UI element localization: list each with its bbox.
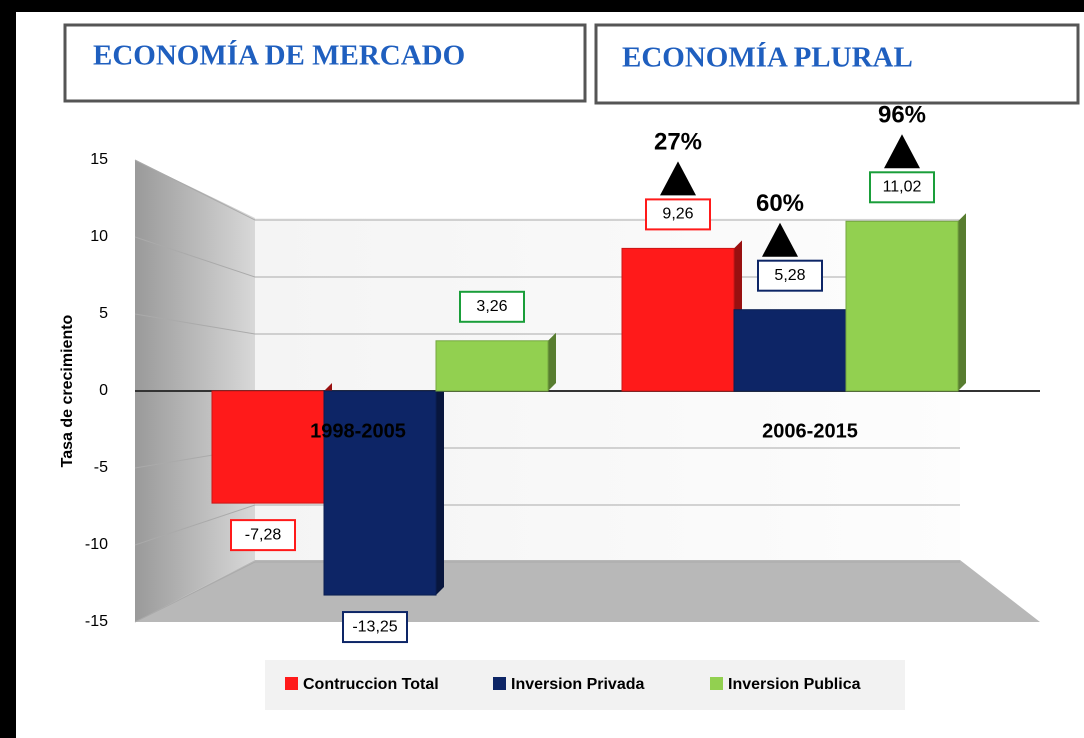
value-label-box [230,519,296,552]
legend-label: Inversion Privada [511,676,644,693]
legend-label: Contruccion Total [303,676,439,693]
annotation: 27% [654,129,702,156]
grid-line [134,561,960,623]
category-label: 2006-2015 [762,420,858,442]
bar [323,390,437,596]
y-tick-label: -15 [85,613,108,630]
value-label-box [645,198,711,231]
arrow-up [884,134,920,169]
bar [211,390,325,504]
y-tick-label: 10 [90,228,108,245]
header-box [63,23,587,103]
value-label: 11,02 [883,179,922,196]
bar-side [548,332,556,391]
value-label: 9,26 [662,206,693,223]
y-axis-label: Tasa de crecimiento [59,314,76,467]
bar [435,340,549,392]
bar [845,220,959,392]
value-label-box [869,171,935,204]
header-box [594,23,1080,105]
bar [733,309,847,392]
value-label: -7,28 [245,526,282,543]
bar-side [958,213,966,391]
bar-side [436,383,444,596]
bar [621,247,735,392]
grid-line [134,504,960,546]
category-label: 1998-2005 [310,420,406,442]
y-tick-label: 5 [99,305,108,322]
value-label-box [757,259,823,292]
value-label-box [342,611,408,644]
value-label: -13,25 [352,618,397,635]
legend-swatch [710,677,723,690]
header: ECONOMÍA DE MERCADO [93,39,465,72]
value-label-box [459,290,525,323]
value-label: 5,28 [774,267,805,284]
arrow-up [660,161,696,196]
y-tick-label: -5 [94,459,108,476]
legend-box [265,660,905,710]
annotation: 60% [756,190,804,217]
y-tick-label: -10 [85,536,108,553]
grid-line [134,159,960,221]
floor [135,560,1040,622]
header: ECONOMÍA PLURAL [622,41,913,74]
annotation: 96% [878,102,926,129]
legend-swatch [285,677,298,690]
y-tick-label: 15 [90,151,108,168]
y-tick-label: 0 [99,382,108,399]
legend-label: Inversion Publica [728,676,861,693]
arrow-up [762,222,798,257]
legend-swatch [493,677,506,690]
value-label: 3,26 [476,298,507,315]
